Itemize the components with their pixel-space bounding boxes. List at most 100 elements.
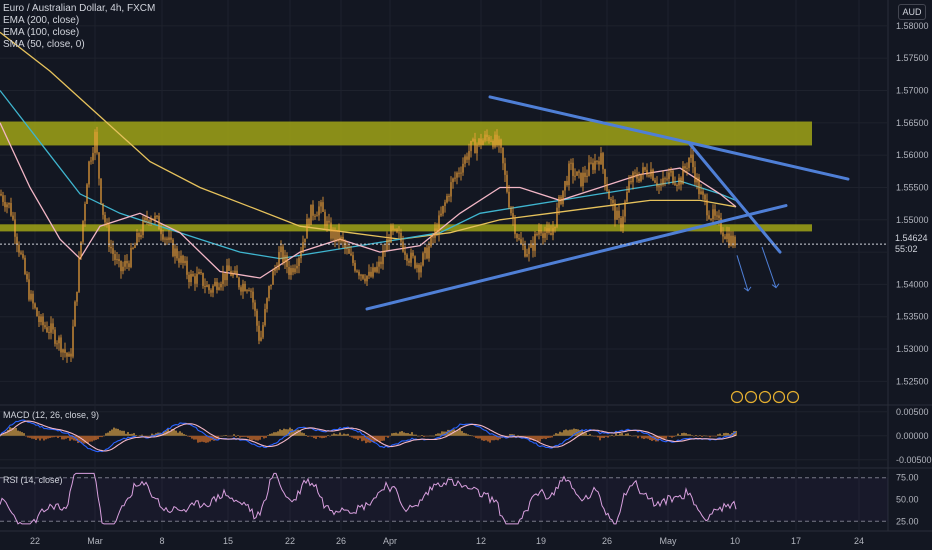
candle-body xyxy=(144,217,146,221)
macd-histogram-bar xyxy=(625,433,627,436)
macd-histogram-bar xyxy=(645,435,647,439)
macd-histogram-bar xyxy=(57,435,59,439)
candle-body xyxy=(302,242,304,253)
candle-body xyxy=(460,172,462,174)
currency-badge[interactable]: AUD xyxy=(898,4,926,20)
candle-body xyxy=(634,172,636,174)
candle-body xyxy=(706,199,708,216)
candle-body xyxy=(646,169,648,176)
candle-body xyxy=(140,235,142,238)
candle-body xyxy=(716,215,718,217)
candle-body xyxy=(248,290,250,292)
candle-body xyxy=(322,202,324,212)
macd-histogram-bar xyxy=(39,435,41,441)
candle-body xyxy=(714,209,716,216)
candle-body xyxy=(70,353,72,357)
macd-histogram-bar xyxy=(457,430,459,436)
legend-ema100: EMA (100, close) xyxy=(3,27,80,38)
candle-body xyxy=(654,180,656,183)
candle-body xyxy=(44,325,46,328)
candle-body xyxy=(474,139,476,154)
candle-body xyxy=(330,222,332,239)
macd-histogram-bar xyxy=(383,435,385,441)
candle-body xyxy=(152,218,154,220)
candle-body xyxy=(406,254,408,261)
candle-body xyxy=(42,316,44,326)
macd-histogram-bar xyxy=(429,435,431,437)
candle-body xyxy=(230,271,232,276)
candle-body xyxy=(492,140,494,148)
candle-body xyxy=(56,343,58,345)
candle-body xyxy=(112,248,114,255)
candle-body xyxy=(576,171,578,176)
macd-histogram-bar xyxy=(679,435,681,436)
macd-histogram-bar xyxy=(523,435,525,437)
macd-histogram-bar xyxy=(275,432,277,436)
candle-body xyxy=(414,256,416,268)
candle-body xyxy=(38,316,40,323)
candle-body xyxy=(594,160,596,170)
macd-histogram-bar xyxy=(69,435,71,441)
candle-body xyxy=(666,178,668,180)
macd-histogram-bar xyxy=(431,435,433,437)
macd-histogram-bar xyxy=(371,435,373,443)
candle-body xyxy=(338,229,340,242)
candle-body xyxy=(580,172,582,187)
macd-histogram-bar xyxy=(673,435,675,437)
candle-body xyxy=(154,215,156,220)
macd-histogram-bar xyxy=(629,435,631,436)
macd-histogram-bar xyxy=(303,433,305,436)
macd-histogram-bar xyxy=(545,435,547,440)
macd-histogram-bar xyxy=(411,432,413,436)
macd-histogram-bar xyxy=(359,435,361,439)
candle-body xyxy=(678,177,680,186)
macd-histogram-bar xyxy=(709,435,711,438)
candle-body xyxy=(462,163,464,173)
candle-body xyxy=(454,177,456,179)
macd-histogram-bar xyxy=(11,427,13,436)
candle-body xyxy=(608,190,610,200)
macd-histogram-bar xyxy=(675,435,677,437)
macd-histogram-bar xyxy=(671,435,673,438)
y-tick-label: 1.57000 xyxy=(896,85,929,95)
candle-body xyxy=(514,218,516,235)
candle-body xyxy=(232,273,234,276)
macd-histogram-bar xyxy=(267,435,269,436)
candle-body xyxy=(522,243,524,246)
macd-histogram-bar xyxy=(273,432,275,436)
candle-body xyxy=(136,233,138,246)
candle-body xyxy=(422,253,424,266)
macd-histogram-bar xyxy=(581,429,583,436)
macd-histogram-bar xyxy=(243,435,245,437)
macd-label: MACD (12, 26, close, 9) xyxy=(3,410,100,420)
candle-body xyxy=(320,202,322,207)
macd-histogram-bar xyxy=(613,435,615,437)
y-tick-label: 1.56000 xyxy=(896,150,929,160)
candle-body xyxy=(120,260,122,272)
macd-histogram-bar xyxy=(527,435,529,438)
macd-histogram-bar xyxy=(719,433,721,436)
candle-body xyxy=(616,210,618,220)
candle-body xyxy=(702,191,704,195)
macd-histogram-bar xyxy=(691,435,693,436)
candle-body xyxy=(316,215,318,217)
macd-histogram-bar xyxy=(131,433,133,436)
candle-body xyxy=(174,248,176,257)
candle-body xyxy=(548,228,550,233)
macd-histogram-bar xyxy=(311,435,313,437)
macd-histogram-bar xyxy=(169,431,171,436)
candle-body xyxy=(78,257,80,292)
candle-body xyxy=(452,178,454,183)
event-badge-icon xyxy=(744,390,758,404)
trendline xyxy=(688,142,782,254)
candle-body xyxy=(296,265,298,269)
macd-histogram-bar xyxy=(257,435,259,441)
candle-body xyxy=(520,239,522,244)
macd-histogram-bar xyxy=(571,429,573,436)
candle-body xyxy=(262,325,264,338)
x-tick-label: 10 xyxy=(730,536,740,546)
macd-histogram-bar xyxy=(207,435,209,443)
macd-histogram-bar xyxy=(139,435,141,437)
macd-histogram-bar xyxy=(405,433,407,436)
